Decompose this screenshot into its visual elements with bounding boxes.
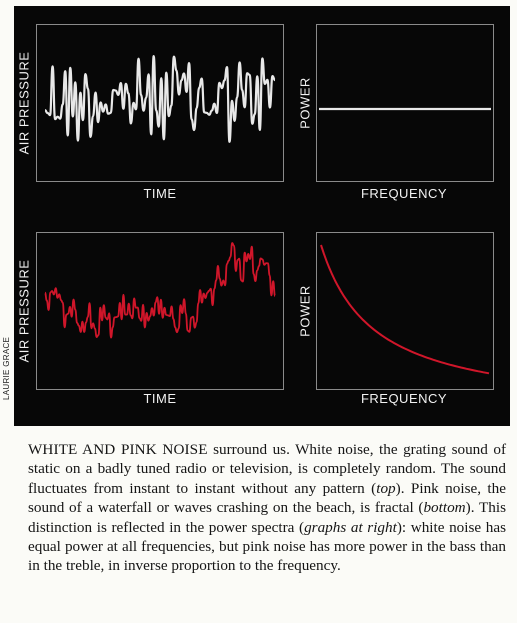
- pink-noise-curve: [44, 242, 276, 339]
- noise-figure: AIR PRESSURE TIME POWER FREQUENCY AIR PR…: [14, 6, 510, 426]
- white-spectrum-xlabel: FREQUENCY: [360, 186, 448, 201]
- white-spectrum-ylabel: POWER: [297, 77, 313, 129]
- white-waveform-xlabel: TIME: [143, 186, 177, 201]
- caption-text-2: ). Pink noise, the sound of a waterfall …: [28, 479, 506, 517]
- caption-text-4: ): white noise has equal power at all fr…: [28, 518, 507, 575]
- caption-emphasis-bottom: bottom: [423, 499, 466, 517]
- pink-waveform-ylabel: AIR PRESSURE: [16, 259, 32, 363]
- pink-noise-spectrum-panel: [316, 232, 494, 390]
- white-waveform-ylabel: AIR PRESSURE: [16, 51, 32, 155]
- figure-caption: WHITE AND PINK NOISE surround us. White …: [28, 440, 506, 576]
- pink-waveform-xlabel: TIME: [143, 391, 177, 406]
- pink-spectrum-ylabel: POWER: [297, 285, 313, 337]
- pink-noise-waveform: [44, 242, 276, 339]
- pink-noise-spectrum: [320, 244, 490, 375]
- pink-noise-waveform-panel: [36, 232, 284, 390]
- inverse-frequency-curve: [320, 244, 490, 375]
- white-noise-spectrum: [319, 107, 491, 111]
- white-noise-spectrum-panel: [316, 24, 494, 182]
- caption-text-3: ). This distinction is reflected in the …: [28, 499, 506, 536]
- caption-emphasis-top: top: [376, 479, 396, 497]
- caption-text-1: surround us. White noise, the grating so…: [28, 441, 507, 497]
- white-noise-curve: [44, 55, 276, 143]
- pink-spectrum-xlabel: FREQUENCY: [360, 391, 448, 406]
- caption-emphasis-graphs: graphs at right: [304, 518, 397, 536]
- illustrator-credit: LAURIE GRACE: [2, 336, 11, 400]
- caption-lead: WHITE AND PINK NOISE: [28, 441, 208, 458]
- white-noise-waveform-panel: [36, 24, 284, 182]
- white-noise-waveform: [44, 55, 276, 143]
